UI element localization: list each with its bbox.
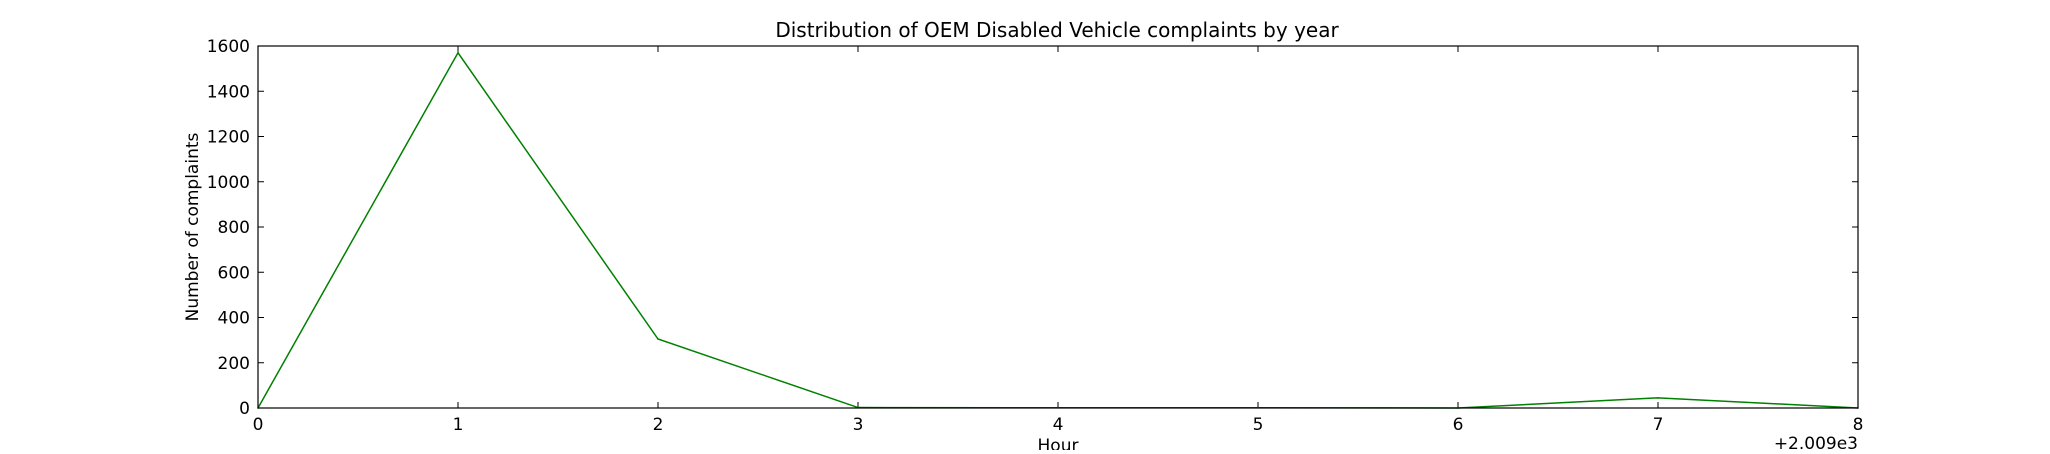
x-tick-label: 7 <box>1653 415 1664 435</box>
y-tick-label: 800 <box>218 218 250 238</box>
y-tick-label: 1400 <box>207 82 250 102</box>
y-tick-label: 600 <box>218 263 250 283</box>
x-tick-label: 5 <box>1253 415 1264 435</box>
y-tick-label: 200 <box>218 354 250 374</box>
y-tick-label: 1000 <box>207 173 250 193</box>
series-layer <box>257 51 1859 409</box>
y-tick-label: 1600 <box>207 37 250 57</box>
x-tick-label: 4 <box>1053 415 1064 435</box>
x-tick-label: 8 <box>1853 415 1864 435</box>
y-tick-label: 400 <box>218 309 250 329</box>
x-axis-label: Hour <box>1038 436 1079 450</box>
x-tick-label: 0 <box>253 415 264 435</box>
x-tick-label: 6 <box>1453 415 1464 435</box>
x-tick-label: 3 <box>853 415 864 435</box>
plot-frame <box>257 45 1859 409</box>
x-tick-label: 2 <box>653 415 664 435</box>
chart-title: Distribution of OEM Disabled Vehicle com… <box>775 18 1339 42</box>
data-point <box>457 51 459 54</box>
x-axis-offset-label: +2.009e3 <box>1774 434 1858 450</box>
y-tick-label: 0 <box>239 399 250 419</box>
data-point <box>1657 397 1659 399</box>
y-axis-ticks: 0 200 400 600 800 1000 1200 1400 1600 <box>207 37 1858 419</box>
series-line <box>257 51 1859 409</box>
data-point <box>657 338 659 340</box>
y-axis-label: Number of complaints <box>183 132 203 321</box>
y-tick-label: 1200 <box>207 128 250 148</box>
x-tick-label: 1 <box>453 415 464 435</box>
